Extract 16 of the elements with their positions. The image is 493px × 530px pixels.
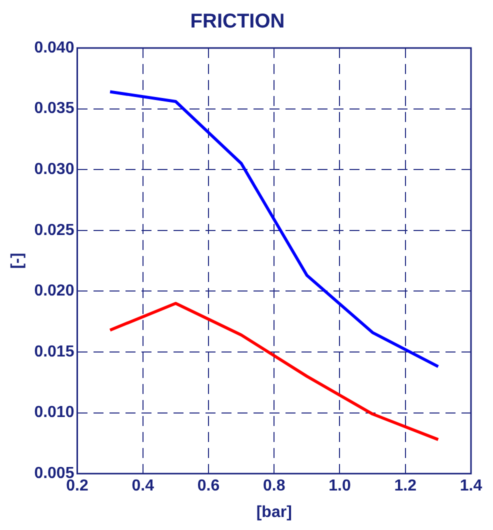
y-tick-label: 0.025 [34,222,74,239]
x-tick-label: 1.4 [460,478,482,495]
chart-title: FRICTION [190,10,285,33]
x-axis-title: [bar] [256,504,292,521]
x-tick-label: 0.4 [132,478,154,495]
y-tick-label: 0.020 [34,282,74,300]
y-axis-title: [-] [9,252,26,269]
y-tick-label: 0.010 [34,404,74,422]
x-tick-label: 0.8 [262,478,286,495]
x-tick-label: 1.0 [328,478,351,495]
x-tick-label: 1.2 [394,478,417,495]
x-tick-label: 0.6 [197,478,220,495]
y-tick-label: 0.030 [34,161,74,178]
y-tick-label: 0.040 [34,39,74,56]
y-tick-label: 0.035 [34,100,74,118]
y-tick-label: 0.015 [34,343,74,360]
